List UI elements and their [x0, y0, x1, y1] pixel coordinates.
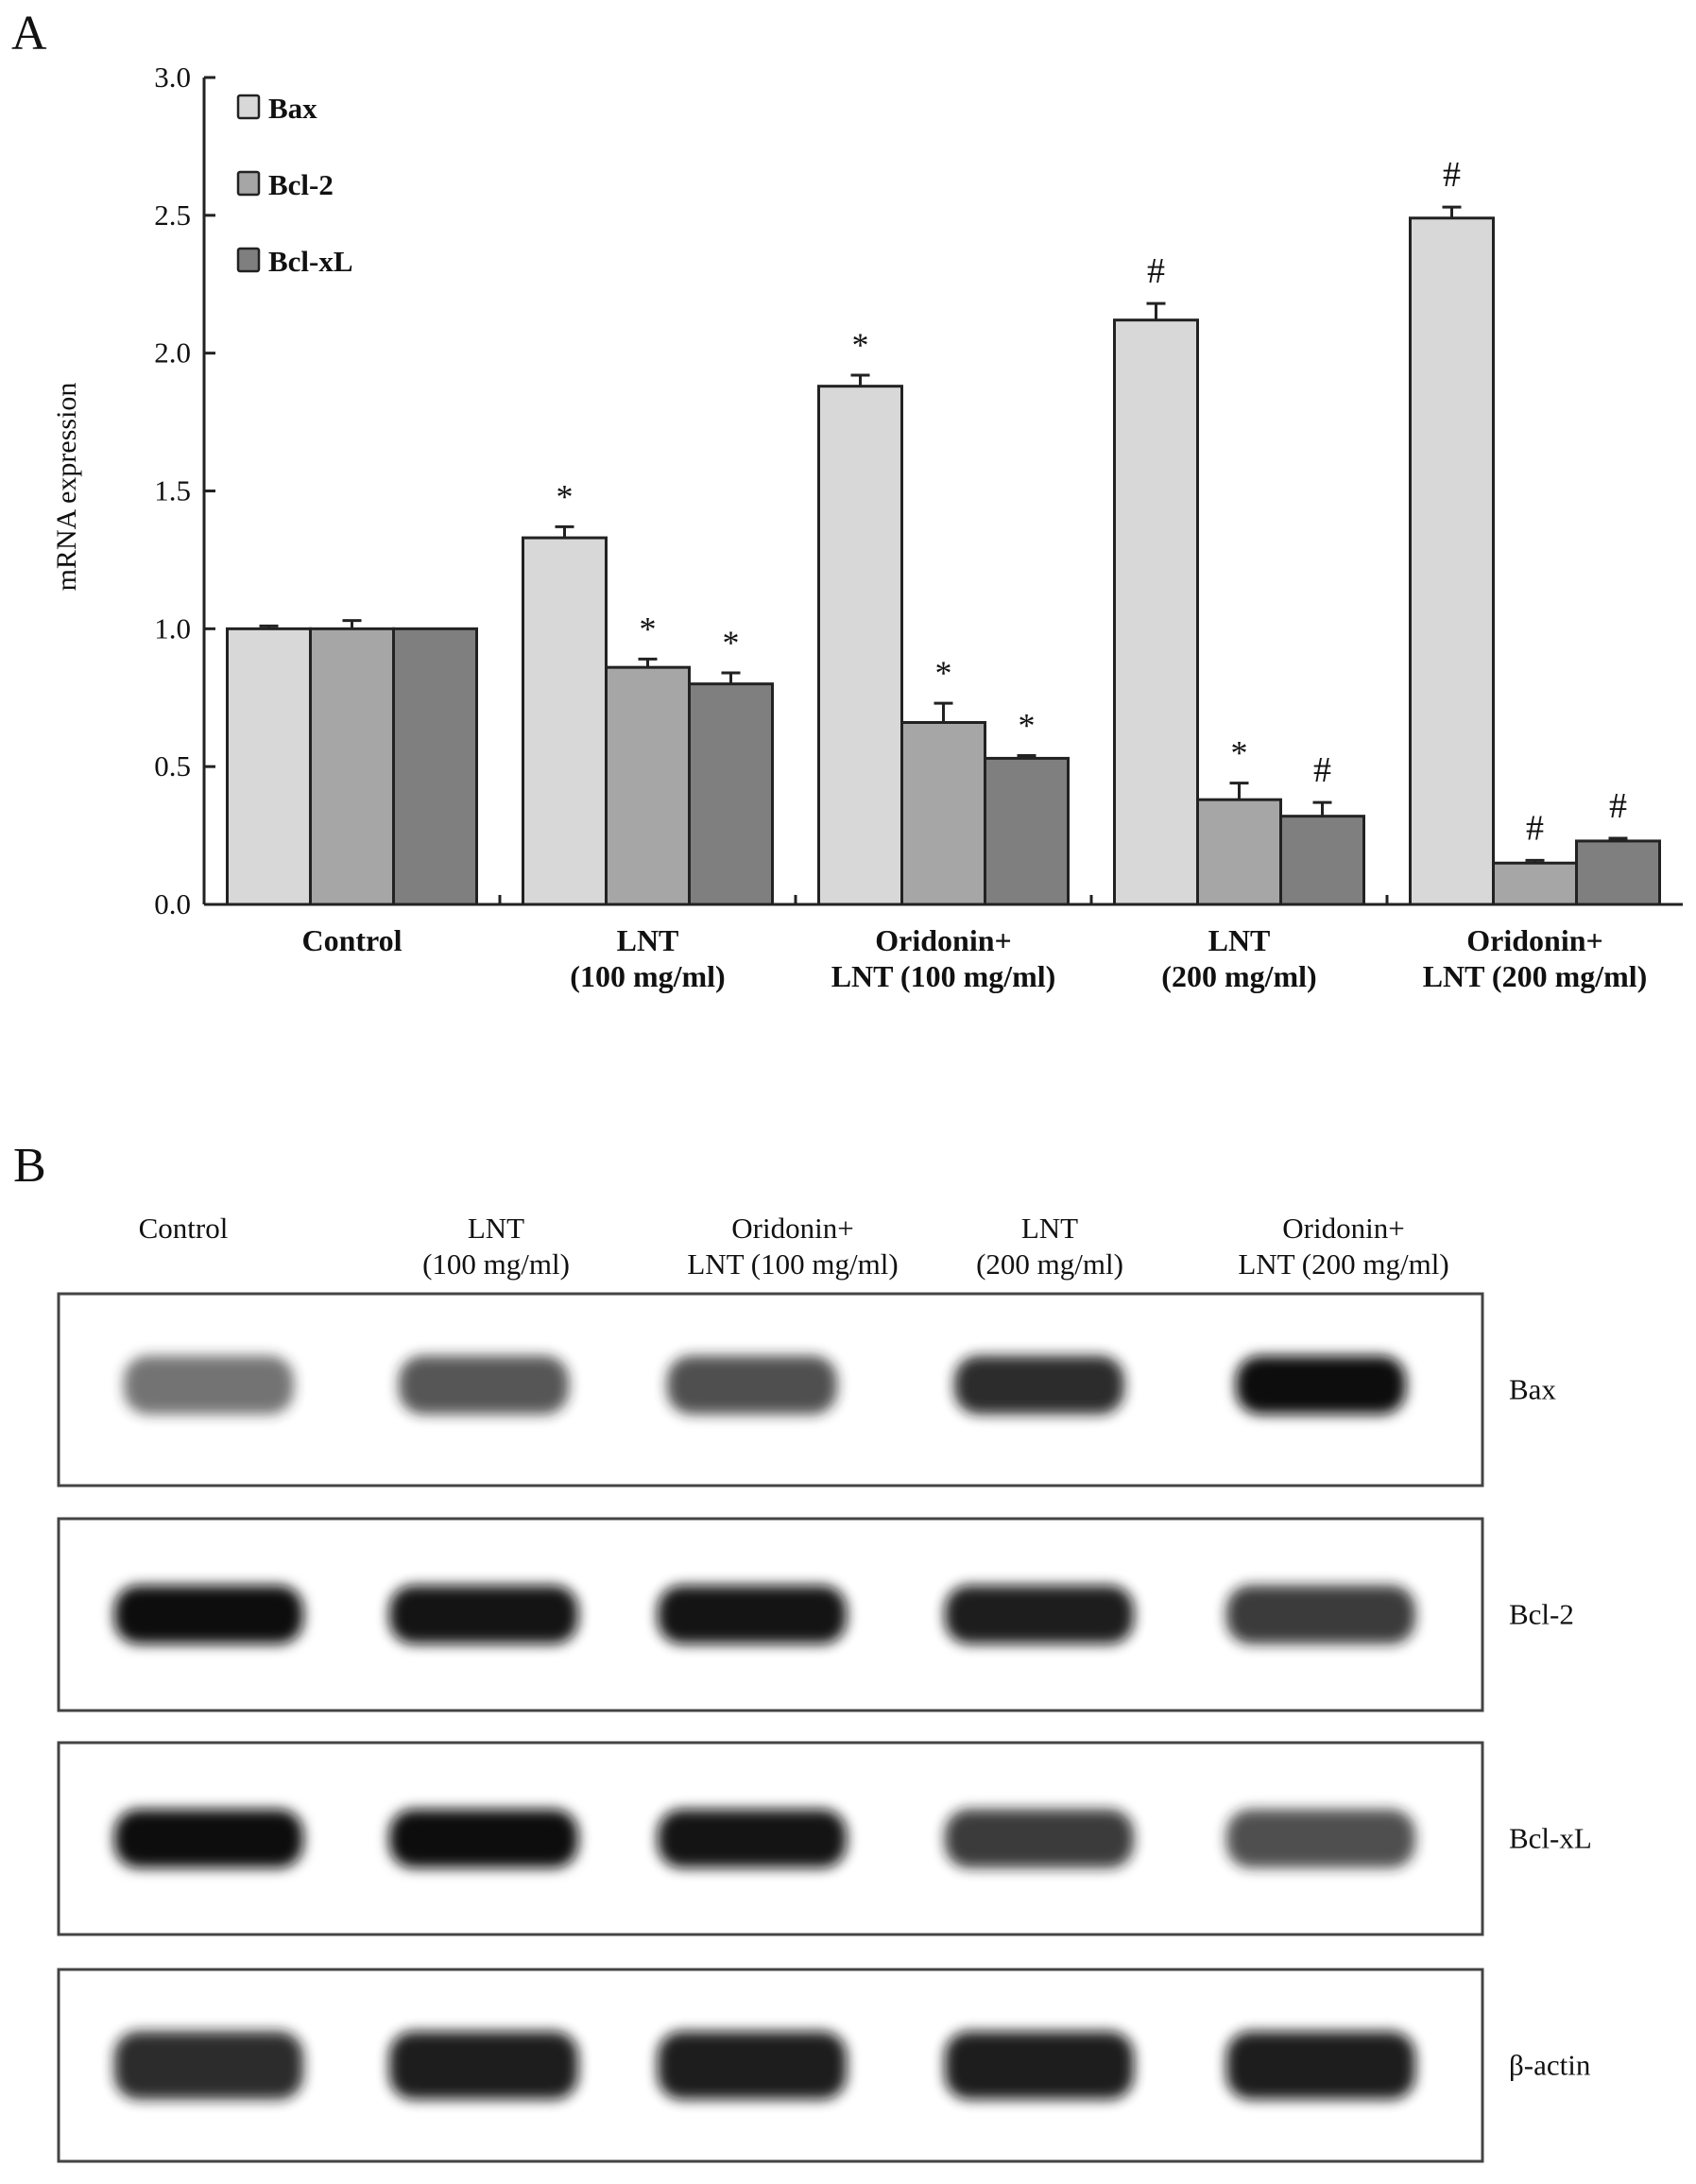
significance-mark: *: [557, 477, 574, 515]
band-Bcl-2: [658, 1585, 847, 1644]
category-label: LNT: [1208, 923, 1271, 957]
band-Bax: [124, 1355, 294, 1415]
y-tick-label: 3.0: [154, 60, 191, 94]
category-label: Oridonin+: [875, 923, 1012, 957]
band-Bcl-xL: [114, 1809, 303, 1868]
significance-mark: *: [852, 326, 869, 364]
y-tick-label: 0.0: [154, 887, 191, 920]
legend-swatch-bcl-2: [236, 170, 261, 197]
significance-mark: #: [1443, 155, 1461, 195]
category-label: LNT (200 mg/ml): [1423, 959, 1648, 993]
lane-label: LNT: [468, 1212, 524, 1245]
category-label: Control: [301, 923, 402, 957]
bar-bax: [226, 627, 312, 906]
significance-mark: #: [1526, 808, 1544, 848]
lane-label: LNT (200 mg/ml): [1238, 1247, 1448, 1281]
band-Bcl-2: [114, 1585, 303, 1644]
row-label: Bcl-2: [1509, 1598, 1574, 1631]
bar-bcl-2: [605, 665, 691, 906]
bar-bcl-xl: [1279, 815, 1365, 906]
bar-bax: [522, 536, 608, 906]
bar-bcl-2: [1492, 861, 1578, 906]
bar-bax: [1113, 318, 1199, 906]
row-label: β-actin: [1509, 2049, 1591, 2082]
significance-mark: *: [1019, 707, 1036, 745]
band-Bcl-xL: [658, 1809, 847, 1868]
band-Bcl-2: [389, 1585, 578, 1644]
y-tick-label: 1.0: [154, 611, 191, 645]
row-label: Bcl-xL: [1509, 1822, 1592, 1855]
band-Bcl-xL: [389, 1809, 578, 1868]
band-Bax: [954, 1355, 1124, 1415]
significance-mark: #: [1609, 786, 1627, 826]
lane-label: LNT (100 mg/ml): [687, 1247, 898, 1281]
significance-mark: #: [1313, 750, 1331, 790]
lane-label: (200 mg/ml): [976, 1247, 1123, 1281]
bar-bcl-2: [309, 627, 395, 906]
band-β-actin: [658, 2031, 847, 2100]
lane-label: LNT: [1021, 1212, 1078, 1245]
legend-swatch-bax: [236, 94, 261, 120]
bar-bcl-xl: [1575, 839, 1661, 906]
bar-chart: 0.0 0.5 1.0 1.5 2.0 2.5 3.0 mRNA expression Cont…: [51, 60, 1683, 993]
band-β-actin: [389, 2031, 578, 2100]
band-Bcl-2: [1226, 1585, 1415, 1644]
legend-label: Bcl-2: [268, 168, 334, 201]
lane-label: Control: [139, 1212, 229, 1245]
lane-label: Oridonin+: [731, 1212, 853, 1245]
y-tick-label: 2.0: [154, 336, 191, 370]
band-β-actin: [114, 2031, 303, 2100]
legend-swatch-bcl-xl: [236, 247, 261, 273]
category-label: (100 mg/ml): [570, 959, 725, 993]
panel-a-label: A: [11, 7, 47, 60]
category-label: Oridonin+: [1466, 923, 1603, 957]
band-Bax: [399, 1355, 569, 1415]
y-tick-label: 1.5: [154, 474, 191, 507]
band-Bax: [667, 1355, 837, 1415]
bar-bcl-2: [900, 721, 986, 906]
category-label: (200 mg/ml): [1161, 959, 1316, 993]
significance-mark: *: [1231, 734, 1248, 772]
row-label: Bax: [1509, 1373, 1556, 1406]
band-Bcl-xL: [1226, 1809, 1415, 1868]
legend-label: Bcl-xL: [268, 245, 353, 278]
y-tick-label: 0.5: [154, 749, 191, 782]
band-β-actin: [1226, 2031, 1415, 2100]
band-Bax: [1236, 1355, 1406, 1415]
category-label: LNT: [617, 923, 679, 957]
panel-b-label: B: [13, 1139, 46, 1193]
band-Bcl-2: [945, 1585, 1134, 1644]
legend-label: Bax: [268, 92, 317, 125]
bar-bcl-2: [1196, 798, 1282, 906]
bar-bax: [817, 385, 903, 906]
lane-label: (100 mg/ml): [422, 1247, 570, 1281]
bar-bcl-xl: [392, 627, 478, 906]
bar-bax: [1409, 216, 1495, 906]
category-label: LNT (100 mg/ml): [831, 959, 1056, 993]
y-tick-label: 2.5: [154, 198, 191, 232]
significance-mark: *: [935, 654, 952, 692]
significance-mark: #: [1147, 251, 1165, 291]
gel-panel: Control LNT(100 mg/ml)Oridonin+LNT (100 m…: [57, 1212, 1592, 2163]
lane-label: Oridonin+: [1282, 1212, 1404, 1245]
band-Bcl-xL: [945, 1809, 1134, 1868]
bar-bcl-xl: [984, 756, 1070, 906]
bar-bcl-xl: [688, 682, 774, 906]
band-β-actin: [945, 2031, 1134, 2100]
y-axis-label: mRNA expression: [51, 383, 82, 592]
significance-mark: *: [723, 624, 740, 662]
significance-mark: *: [640, 610, 657, 647]
